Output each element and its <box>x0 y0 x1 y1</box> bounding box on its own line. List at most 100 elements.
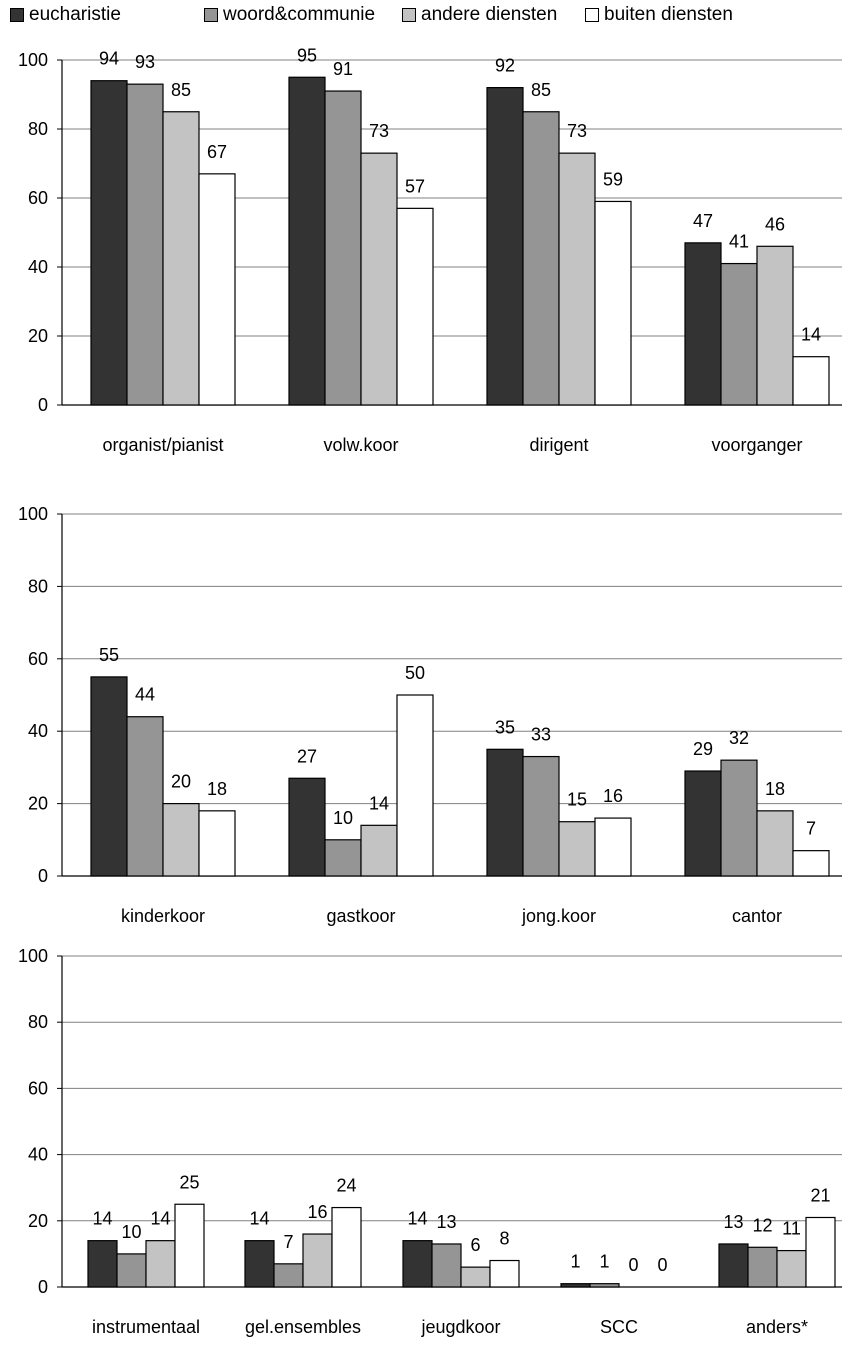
bar-andere-diensten <box>558 152 596 406</box>
bar-woord-communie <box>720 759 758 877</box>
data-label: 13 <box>723 1212 743 1232</box>
category-label: volw.koor <box>323 435 398 455</box>
legend-item-eucharistie: eucharistie <box>10 4 121 26</box>
category-label: anders* <box>746 1317 808 1337</box>
bar-buiten-diensten <box>594 817 632 877</box>
bar-woord-communie <box>126 716 164 877</box>
legend-item-woord-communie: woord&communie <box>204 4 375 26</box>
y-tick-label: 80 <box>28 576 48 596</box>
data-label: 73 <box>369 121 389 141</box>
legend-swatch-woord-communie <box>204 8 218 22</box>
data-label: 15 <box>567 790 587 810</box>
data-label: 95 <box>297 45 317 65</box>
y-tick-label: 100 <box>18 50 48 70</box>
bar-buiten-diensten <box>396 207 434 406</box>
data-label: 10 <box>121 1222 141 1242</box>
bar-andere-diensten <box>360 824 398 877</box>
legend-label-eucharistie: eucharistie <box>29 4 121 25</box>
y-tick-label: 0 <box>38 1277 48 1297</box>
y-tick-label: 60 <box>28 649 48 669</box>
legend-item-buiten-diensten: buiten diensten <box>585 4 733 26</box>
legend-item-andere-diensten: andere diensten <box>402 4 557 26</box>
data-label: 14 <box>92 1209 112 1229</box>
y-tick-label: 0 <box>38 866 48 886</box>
data-label: 85 <box>531 80 551 100</box>
bar-andere-diensten <box>460 1266 491 1288</box>
data-label: 55 <box>99 645 119 665</box>
bar-andere-diensten <box>756 245 794 406</box>
bar-andere-diensten <box>162 111 200 406</box>
chart-legend: eucharistie woord&communie andere dienst… <box>0 4 846 30</box>
y-tick-label: 100 <box>18 504 48 524</box>
bar-woord-communie <box>720 262 758 406</box>
y-tick-label: 40 <box>28 721 48 741</box>
bar-andere-diensten <box>302 1233 333 1288</box>
legend-label-woord-communie: woord&communie <box>223 4 376 25</box>
bar-buiten-diensten <box>331 1206 362 1288</box>
bar-eucharistie <box>684 242 722 406</box>
bar-eucharistie <box>87 1240 118 1288</box>
bar-eucharistie <box>288 777 326 877</box>
data-label: 14 <box>801 325 821 345</box>
data-label: 67 <box>207 142 227 162</box>
data-label: 46 <box>765 214 785 234</box>
data-label: 41 <box>729 232 749 252</box>
data-label: 59 <box>603 169 623 189</box>
legend-swatch-andere-diensten <box>402 8 416 22</box>
data-label: 73 <box>567 121 587 141</box>
category-label: jong.koor <box>521 906 596 926</box>
data-label: 33 <box>531 725 551 745</box>
bar-eucharistie <box>402 1240 433 1288</box>
category-label: kinderkoor <box>121 906 205 926</box>
data-label: 16 <box>307 1202 327 1222</box>
y-tick-label: 80 <box>28 1012 48 1032</box>
y-tick-label: 20 <box>28 794 48 814</box>
category-label: instrumentaal <box>92 1317 200 1337</box>
chart-panel-1: 0 20 40 60 80 100 94 93 85 67 organist/pianist 95 91… <box>18 45 842 455</box>
bar-woord-communie <box>522 111 560 406</box>
bar-woord-communie <box>116 1253 147 1288</box>
y-tick-label: 20 <box>28 326 48 346</box>
category-label: voorganger <box>711 435 802 455</box>
category-label: SCC <box>600 1317 638 1337</box>
data-label: 7 <box>283 1232 293 1252</box>
data-label: 50 <box>405 663 425 683</box>
bar-andere-diensten <box>360 152 398 406</box>
data-label: 1 <box>570 1252 580 1272</box>
bar-woord-communie <box>324 839 362 877</box>
data-label: 14 <box>369 793 389 813</box>
data-label: 20 <box>171 772 191 792</box>
data-label: 1 <box>599 1252 609 1272</box>
bar-buiten-diensten <box>198 173 236 406</box>
legend-swatch-eucharistie <box>10 8 24 22</box>
data-label: 14 <box>249 1209 269 1229</box>
data-label: 91 <box>333 59 353 79</box>
data-label: 16 <box>603 786 623 806</box>
data-label: 14 <box>150 1209 170 1229</box>
bar-buiten-diensten <box>805 1216 836 1288</box>
bar-andere-diensten <box>558 821 596 877</box>
data-label: 94 <box>99 49 119 69</box>
data-label: 93 <box>135 52 155 72</box>
bar-eucharistie <box>90 676 128 877</box>
chart-panel-2: 0 20 40 60 80 100 55 44 20 18 kinderkoor 27 10 14 50 ga… <box>18 504 842 926</box>
data-label: 12 <box>752 1215 772 1235</box>
chart-panel-3: 02040608010014101425instrumentaal1471624… <box>18 946 842 1337</box>
data-label: 25 <box>179 1172 199 1192</box>
y-tick-label: 20 <box>28 1211 48 1231</box>
bar-woord-communie <box>324 90 362 406</box>
legend-label-buiten-diensten: buiten diensten <box>604 4 733 25</box>
category-label: gel.ensembles <box>245 1317 361 1337</box>
category-label: cantor <box>732 906 782 926</box>
bar-eucharistie <box>486 748 524 877</box>
data-label: 18 <box>765 779 785 799</box>
bar-eucharistie <box>90 80 128 406</box>
data-label: 29 <box>693 739 713 759</box>
y-tick-label: 40 <box>28 257 48 277</box>
bar-eucharistie <box>486 86 524 406</box>
data-label: 85 <box>171 80 191 100</box>
y-tick-label: 60 <box>28 1078 48 1098</box>
data-label: 6 <box>470 1235 480 1255</box>
legend-swatch-buiten-diensten <box>585 8 599 22</box>
